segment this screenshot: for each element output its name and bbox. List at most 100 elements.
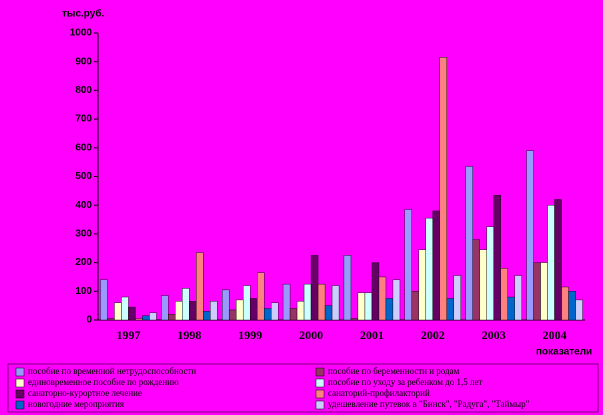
bar — [210, 301, 218, 321]
x-tick-label: 2004 — [543, 328, 567, 342]
bar — [425, 217, 434, 321]
bar — [465, 166, 473, 321]
bar — [175, 301, 183, 321]
bar — [514, 275, 522, 321]
bar — [575, 299, 583, 321]
bar — [418, 249, 427, 321]
x-tick-label: 2003 — [482, 328, 506, 342]
bar — [453, 275, 462, 321]
legend-label: санаторно-курортное лечение — [28, 388, 142, 398]
bar — [547, 204, 555, 321]
x-tick-label: 1997 — [116, 328, 140, 342]
bar — [135, 318, 143, 321]
legend-swatch — [315, 367, 325, 377]
y-tick-label: 600 — [75, 142, 92, 153]
bar — [371, 262, 380, 321]
legend-swatch — [315, 378, 325, 388]
bar — [242, 285, 251, 321]
bar — [303, 283, 312, 321]
y-tick-label: 1000 — [70, 28, 93, 39]
bar — [182, 288, 190, 321]
bar — [568, 291, 576, 321]
bar — [486, 226, 494, 321]
y-tick-label: 400 — [75, 200, 92, 211]
bar — [263, 308, 272, 321]
legend-label: новогодние мероприятия — [28, 399, 124, 409]
y-tick-label: 0 — [86, 315, 92, 326]
legend-label: удешевление путевок в "Бинск", "Радуга",… — [328, 399, 530, 409]
bar — [128, 306, 136, 321]
bar — [168, 314, 176, 321]
y-tick-label: 200 — [75, 257, 92, 268]
bar — [114, 302, 122, 321]
y-tick-label: 100 — [75, 286, 92, 297]
bar — [472, 239, 480, 321]
bar — [533, 262, 541, 321]
bar — [282, 283, 291, 321]
bar — [221, 289, 230, 321]
bar — [526, 150, 534, 321]
y-tick-label: 900 — [75, 56, 92, 67]
legend-label: пособие по временной нетрудоспособности — [28, 366, 196, 376]
legend-label: пособие по беременности и родам — [328, 366, 460, 376]
bar — [378, 276, 387, 321]
bar — [161, 295, 169, 321]
bar — [343, 255, 352, 321]
bar — [228, 309, 237, 321]
legend-swatch — [315, 389, 325, 399]
bar — [203, 311, 211, 321]
bar — [270, 302, 279, 321]
y-tick-label: 700 — [75, 114, 92, 125]
bar — [324, 305, 333, 321]
bar — [121, 296, 129, 321]
bar — [493, 194, 501, 321]
bar — [256, 272, 265, 321]
legend-swatch — [15, 389, 25, 399]
legend-swatch — [15, 367, 25, 377]
bar — [554, 199, 562, 321]
bar — [189, 301, 197, 321]
x-tick-label: 1998 — [177, 328, 201, 342]
bar — [446, 298, 455, 321]
bar — [249, 298, 258, 321]
x-tick-label: 2000 — [299, 328, 323, 342]
legend-swatch — [315, 400, 325, 410]
bar — [540, 262, 548, 321]
legend-swatch — [15, 400, 25, 410]
bar — [507, 296, 515, 321]
bar — [296, 301, 305, 321]
y-tick-label: 500 — [75, 171, 92, 182]
y-axis-label: тыс.руб. — [62, 8, 104, 20]
bar — [357, 292, 366, 321]
bar — [500, 268, 508, 321]
x-axis-label: показатели — [536, 347, 592, 358]
bar — [235, 299, 244, 321]
bar — [107, 318, 115, 321]
legend-label: санаторий-профилакторий — [328, 388, 430, 398]
bar — [289, 308, 298, 321]
x-tick-label: 2002 — [421, 328, 445, 342]
y-tick-label: 800 — [75, 85, 92, 96]
bar — [196, 252, 204, 321]
legend-box — [7, 363, 599, 413]
bar — [142, 315, 150, 321]
bar — [439, 57, 448, 321]
legend-label: пособие по уходу за ребенком до 1,5 лет — [328, 377, 483, 387]
y-tick-label: 300 — [75, 229, 92, 240]
bar — [149, 312, 157, 321]
legend-swatch — [15, 378, 25, 388]
bar — [561, 286, 569, 321]
bar — [479, 249, 487, 321]
bar — [392, 279, 401, 321]
bar — [411, 291, 420, 321]
bar — [350, 318, 359, 321]
bar — [310, 255, 319, 321]
bar — [404, 209, 413, 321]
bar — [432, 210, 441, 321]
legend-label: единовременное пособие по рождению — [28, 377, 179, 387]
x-tick-label: 2001 — [360, 328, 384, 342]
bar — [100, 279, 108, 321]
bar — [364, 292, 373, 321]
bar — [385, 298, 394, 321]
